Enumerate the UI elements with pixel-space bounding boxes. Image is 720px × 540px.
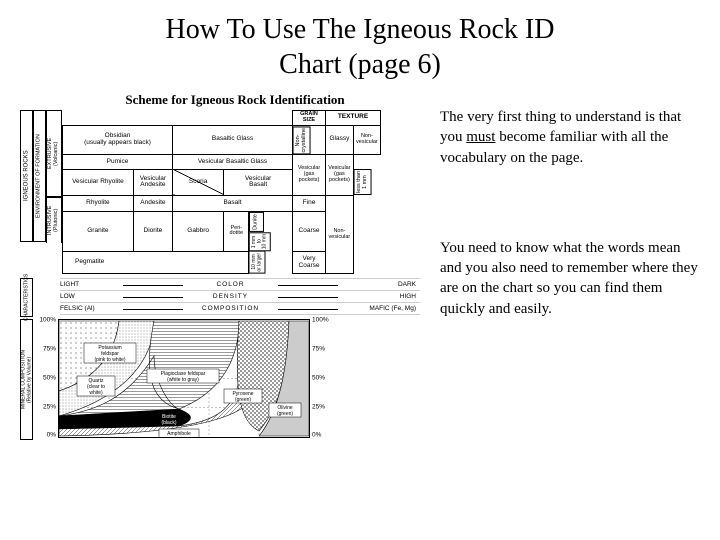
svg-text:(black): (black) — [171, 437, 186, 438]
svg-text:(white to gray): (white to gray) — [167, 377, 199, 383]
mineral-label-quartz: Quartz(clear towhite) — [77, 376, 115, 396]
texture-coarse: Coarse — [293, 212, 326, 252]
y-tick-label: 50% — [312, 374, 325, 381]
texture-nonvesicular: Non- vesicular — [353, 125, 380, 154]
table-row: Vesicular Andesite — [133, 169, 172, 195]
classification-table: GRAIN SIZE TEXTURE Obsidian (usually app… — [62, 110, 381, 274]
slide-title: How To Use The Igneous Rock ID Chart (pa… — [0, 0, 720, 82]
table-row: Vesicular Basaltic Glass — [173, 154, 293, 169]
char-left: LOW — [60, 293, 115, 300]
mineral-label-biotite: Biotite(black) — [154, 412, 184, 426]
y-tick-label: 25% — [43, 403, 56, 410]
svg-text:white): white) — [89, 390, 103, 396]
table-row: Vesicular Basalt — [224, 169, 293, 195]
y-tick-label: 0% — [312, 432, 321, 439]
table-row: Pegmatite — [63, 251, 249, 274]
grain-1to10: 1 mm to 10 mm — [249, 232, 271, 251]
paragraph-2: You need to know what the words mean and… — [440, 238, 700, 319]
y-axis-left: 100% 75% 50% 25% 0% — [33, 319, 58, 436]
y-tick-label: 75% — [312, 346, 325, 353]
table-row: Pumice — [63, 154, 173, 169]
table-dunite: Dunite — [249, 212, 264, 232]
scheme-title: Scheme for Igneous Rock Identification — [50, 92, 420, 108]
table-row: Rhyolite — [63, 196, 134, 212]
grain-size-header: GRAIN SIZE — [293, 111, 326, 126]
svg-text:(pink to white): (pink to white) — [94, 357, 125, 363]
mineral-composition-label: MINERAL COMPOSITION (Relative by Volume) — [20, 319, 33, 440]
mineral-label-olivine: Olivine(green) — [269, 403, 301, 417]
table-row: Scoria — [173, 169, 224, 195]
char-right: MAFIC (Fe, Mg) — [346, 305, 420, 312]
characteristics-wrap: CHARACTERISTICS LIGHT COLOR DARKLOW DENS… — [20, 278, 420, 317]
grain-lt1mm: less than 1 mm — [354, 169, 372, 195]
svg-text:(black): (black) — [161, 420, 176, 426]
y-tick-label: 50% — [43, 374, 56, 381]
mineral-chart: Potassiumfeldspar(pink to white) Quartz(c… — [58, 319, 310, 440]
para1-emphasis: must — [466, 129, 495, 145]
title-line-1: How To Use The Igneous Rock ID — [0, 12, 720, 47]
characteristic-row: FELSIC (Al) COMPOSITION MAFIC (Fe, Mg) — [60, 302, 420, 315]
texture-verycoarse: Very Coarse — [293, 251, 326, 274]
characteristics-label: CHARACTERISTICS — [20, 278, 33, 317]
texture-glassy: Glassy — [326, 125, 354, 154]
mineral-label-potassium-feldspar: Potassiumfeldspar(pink to white) — [84, 343, 136, 363]
intrusive-label: INTRUSIVE (Plutonic) — [46, 197, 62, 243]
table-row: Basaltic Glass — [173, 125, 293, 154]
texture-vesicular2: Vesicular (gas pockets) — [326, 154, 354, 195]
y-tick-label: 75% — [43, 346, 56, 353]
table-row: Obsidian (usually appears black) — [63, 125, 173, 154]
characteristic-row: LIGHT COLOR DARK — [60, 278, 420, 290]
env-formation-label: ENVIRONMENT OF FORMATION — [33, 110, 46, 242]
extrusive-label: EXTRUSIVE (Volcanic) — [46, 110, 62, 197]
paragraph-1: The very first thing to understand is th… — [440, 107, 700, 168]
content-row: Scheme for Igneous Rock Identification I… — [0, 92, 720, 440]
y-tick-label: 100% — [312, 317, 329, 324]
mineral-area-chart: Potassiumfeldspar(pink to white) Quartz(c… — [58, 319, 310, 438]
table-row: Andesite — [133, 196, 172, 212]
texture-header: TEXTURE — [326, 111, 381, 126]
texture-fine: Fine — [293, 196, 326, 212]
char-left: FELSIC (Al) — [60, 305, 115, 312]
y-tick-label: 0% — [47, 432, 56, 439]
table-row: Diorite — [133, 212, 172, 252]
char-right: HIGH — [346, 293, 420, 300]
mineral-label-pyroxene: Pyroxene(green) — [224, 389, 262, 403]
char-mid: DENSITY — [115, 293, 346, 300]
texture-vesicular: Vesicular (gas pockets) — [293, 154, 326, 195]
mineral-label-amphibole: Amphibole(black) — [159, 429, 199, 438]
y-tick-label: 100% — [39, 317, 56, 324]
svg-text:(green): (green) — [235, 397, 251, 403]
grain-noncrystalline: Non- crystalline — [293, 126, 311, 154]
mineral-composition-wrap: MINERAL COMPOSITION (Relative by Volume)… — [20, 319, 420, 440]
chart-column: Scheme for Igneous Rock Identification I… — [20, 92, 420, 440]
y-tick-label: 25% — [312, 403, 325, 410]
char-mid: COMPOSITION — [115, 305, 346, 312]
char-left: LIGHT — [60, 281, 115, 288]
texture-nonvesicular2: Non- vesicular — [326, 196, 354, 274]
table-row: Vesicular Rhyolite — [63, 169, 134, 195]
classification-table-wrap: IGNEOUS ROCKS ENVIRONMENT OF FORMATION E… — [20, 110, 420, 274]
table-row: Peri- dotite — [224, 212, 249, 252]
svg-text:(green): (green) — [277, 411, 293, 417]
title-line-2: Chart (page 6) — [0, 47, 720, 82]
table-row: Gabbro — [173, 212, 224, 252]
char-mid: COLOR — [115, 281, 346, 288]
text-column: The very first thing to understand is th… — [420, 92, 700, 440]
igneous-rocks-label: IGNEOUS ROCKS — [20, 110, 33, 242]
grain-10mm: 10 mm or larger — [249, 251, 266, 274]
y-axis-right: 100% 75% 50% 25% 0% — [310, 319, 335, 436]
table-row: Basalt — [173, 196, 293, 212]
table-row: Granite — [63, 212, 134, 252]
char-right: DARK — [346, 281, 420, 288]
characteristic-row: LOW DENSITY HIGH — [60, 290, 420, 302]
mineral-label-plagioclase: Plagioclase feldspar(white to gray) — [147, 369, 219, 383]
